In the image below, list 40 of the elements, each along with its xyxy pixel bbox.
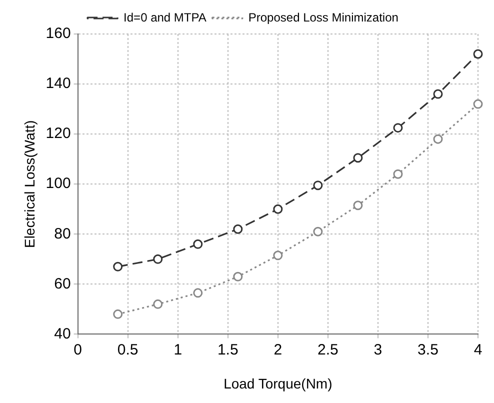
x-tick-label: 0.5 — [117, 341, 138, 358]
point — [233, 224, 243, 234]
point — [193, 288, 203, 298]
x-tick-label: 4 — [474, 341, 482, 358]
point — [393, 123, 403, 133]
point — [273, 204, 283, 214]
x-tick-label: 2.5 — [318, 341, 338, 358]
point — [153, 254, 163, 264]
y-tick-label: 80 — [54, 225, 71, 242]
point — [193, 239, 203, 249]
point — [273, 250, 283, 260]
point — [313, 226, 323, 236]
x-tick-label: 1 — [174, 341, 182, 358]
point — [113, 309, 123, 319]
x-tick-label: 2 — [274, 341, 282, 358]
y-tick-label: 100 — [46, 175, 71, 192]
x-tick-label: 3 — [374, 341, 382, 358]
y-tick-label: 160 — [46, 25, 71, 42]
y-tick-label: 120 — [46, 125, 71, 142]
point — [233, 272, 243, 282]
legend-label: Proposed Loss Minimization — [248, 10, 398, 24]
point — [353, 153, 363, 163]
x-tick-label: 0 — [74, 341, 82, 358]
point — [433, 134, 443, 144]
point — [473, 99, 483, 109]
y-tick-label: 140 — [46, 75, 71, 92]
point — [153, 299, 163, 309]
y-axis-title: Electrical Loss(Watt) — [21, 120, 38, 248]
y-tick-label: 40 — [54, 325, 71, 342]
point — [393, 169, 403, 179]
point — [113, 262, 123, 272]
legend-label: Id=0 and MTPA — [124, 10, 206, 24]
point — [433, 89, 443, 99]
x-tick-label: 3.5 — [418, 341, 438, 358]
x-axis-title: Load Torque(Nm) — [224, 375, 332, 392]
y-tick-label: 60 — [54, 275, 71, 292]
point — [353, 200, 363, 210]
point — [313, 180, 323, 190]
x-tick-label: 1.5 — [217, 341, 238, 358]
point — [473, 49, 483, 59]
